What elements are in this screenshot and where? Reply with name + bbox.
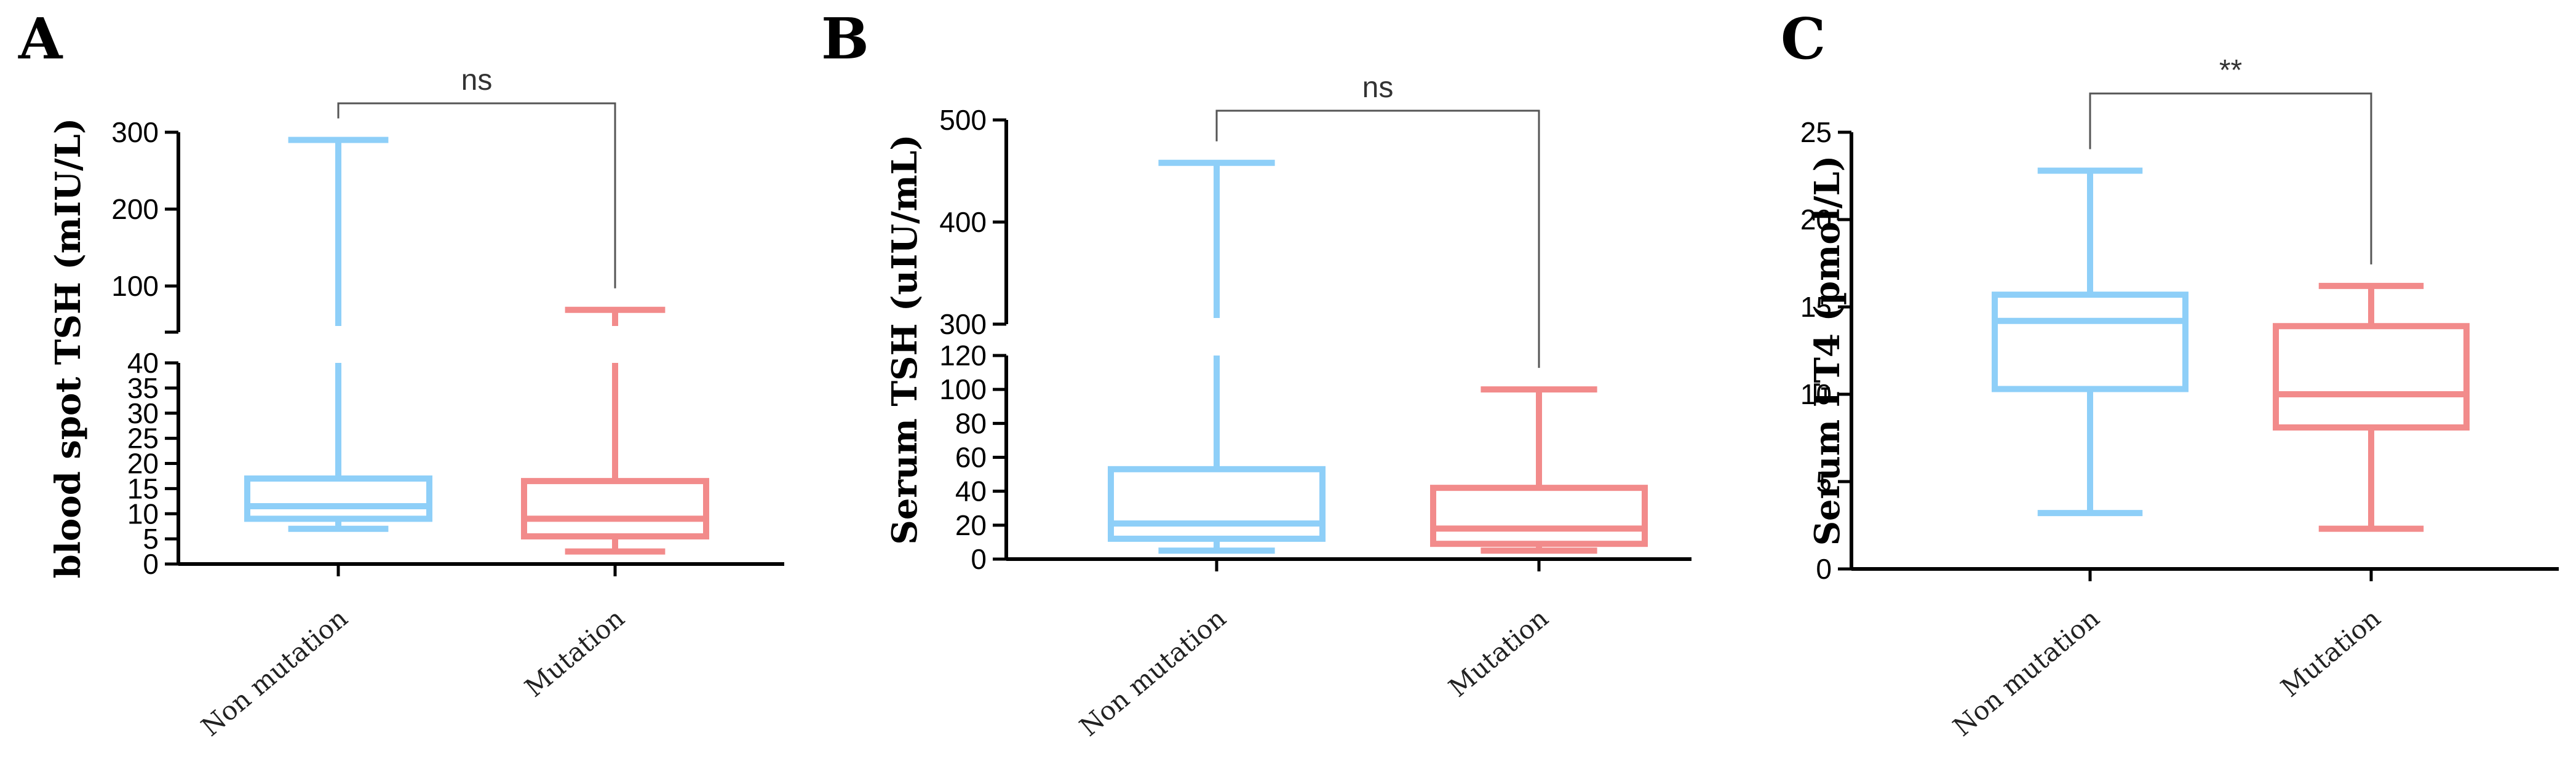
panel-letter: C — [1781, 6, 1826, 72]
iqr-box — [1108, 466, 1326, 542]
significance-bracket — [2089, 92, 2372, 264]
box-non-mutation — [1108, 159, 1326, 554]
box-mutation — [1430, 386, 1648, 554]
significance-label: ns — [461, 64, 493, 97]
y-tick-label: 60 — [955, 442, 987, 474]
y-tick-label: 20 — [1800, 204, 1832, 236]
y-axis-label: Serum TSH (uIU/mL) — [885, 134, 925, 544]
y-tick-label: 300 — [939, 308, 987, 340]
y-tick-label: 15 — [127, 472, 159, 504]
y-tick-label: 120 — [939, 340, 987, 372]
y-tick-label: 15 — [1800, 291, 1832, 323]
y-tick-label: 500 — [939, 104, 987, 136]
y-tick-label: 200 — [111, 193, 159, 225]
y-tick-label: 5 — [143, 523, 159, 555]
y-tick-label: 20 — [127, 448, 159, 480]
box-mutation — [2273, 282, 2470, 532]
y-axis-label: Serum FT4 (pmol/L) — [1807, 156, 1848, 546]
y-tick-label: 400 — [939, 206, 987, 238]
y-tick-label: 0 — [143, 548, 159, 580]
category-label: Mutation — [1443, 603, 1554, 703]
y-tick-label: 20 — [955, 509, 987, 541]
y-axis-label: blood spot TSH (mIU/L) — [48, 118, 89, 579]
iqr-box — [2273, 323, 2470, 431]
y-tick-label: 30 — [127, 397, 159, 429]
iqr-box — [1430, 485, 1648, 547]
y-tick-label: 5 — [1816, 466, 1832, 498]
category-label: Non mutation — [1074, 603, 1232, 742]
category-label: Non mutation — [196, 603, 354, 742]
box-mutation — [521, 306, 709, 555]
iqr-box — [1992, 292, 2188, 392]
iqr-box — [521, 478, 709, 540]
box-non-mutation — [244, 137, 432, 532]
y-tick-label: 25 — [1800, 116, 1832, 148]
y-tick-label: 100 — [111, 270, 159, 302]
y-tick-label: 80 — [955, 407, 987, 439]
y-tick-label: 40 — [955, 475, 987, 507]
category-label: Mutation — [2275, 603, 2387, 703]
y-tick-label: 25 — [127, 423, 159, 455]
y-tick-label: 35 — [127, 372, 159, 404]
chart-panel-c: C 0 5 10 15 20 25 Serum FT4 (pmol/L) Non mutatio… — [1781, 6, 2559, 742]
panel-letter: B — [821, 6, 869, 72]
category-label: Mutation — [519, 603, 630, 703]
y-tick-label: 300 — [111, 116, 159, 148]
iqr-box — [244, 475, 432, 522]
y-tick-label: 40 — [127, 347, 159, 379]
y-tick-label: 10 — [1800, 378, 1832, 410]
significance-bracket — [337, 102, 616, 288]
y-tick-label: 0 — [1816, 553, 1832, 585]
box-non-mutation — [1992, 167, 2188, 517]
y-tick-label: 0 — [971, 543, 987, 575]
category-label: Non mutation — [1947, 603, 2105, 742]
significance-label: ** — [2219, 54, 2242, 87]
panel-letter: A — [18, 6, 63, 72]
y-tick-label: 10 — [127, 498, 159, 530]
significance-label: ns — [1362, 71, 1394, 104]
significance-bracket — [1215, 109, 1540, 368]
y-tick-label: 100 — [939, 373, 987, 405]
